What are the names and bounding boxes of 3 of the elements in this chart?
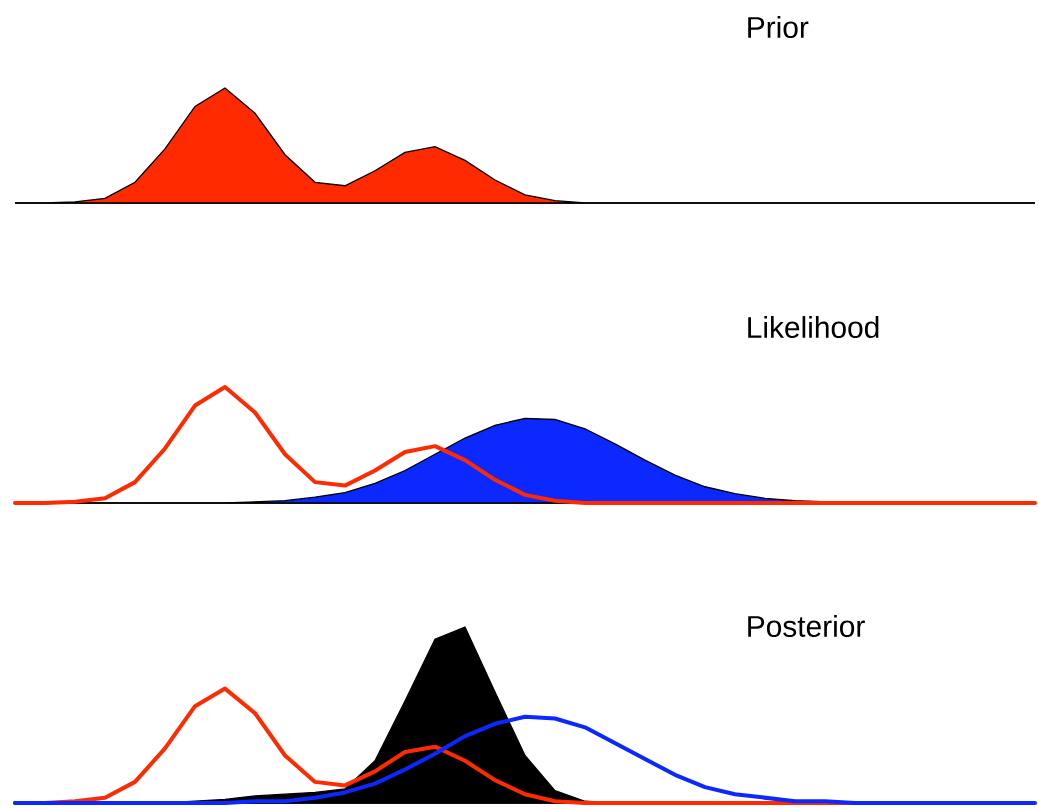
chart-title: Prior	[748, 16, 809, 38]
chart-title: Likelihood	[748, 316, 879, 338]
chart-title: Posterior	[748, 615, 865, 637]
